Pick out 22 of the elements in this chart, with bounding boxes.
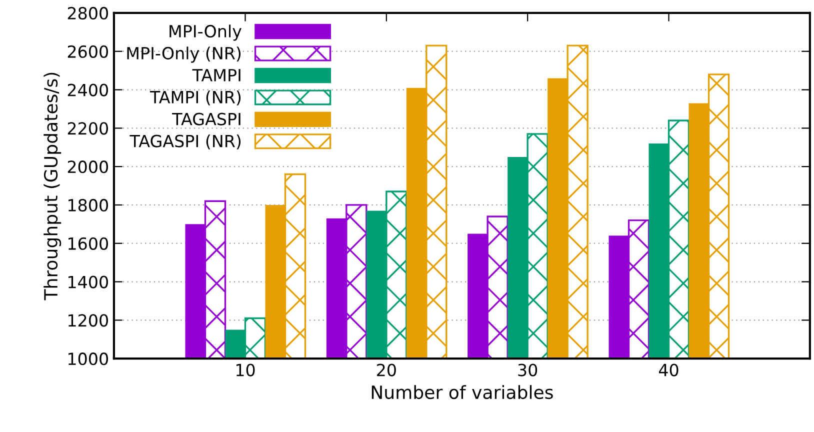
legend-label: MPI-Only xyxy=(170,24,242,41)
x-tick-label: 20 xyxy=(377,364,396,376)
y-tick-label: 2600 xyxy=(68,45,108,58)
legend-label: TAGASPI (NR) xyxy=(130,134,241,150)
y-tick-label: 1800 xyxy=(68,198,108,212)
y-tick-label: 1000 xyxy=(68,352,108,366)
legend-label: TAGASPI xyxy=(172,112,240,126)
x-tick-label: 30 xyxy=(518,364,538,376)
y-tick-label: 1200 xyxy=(68,314,108,327)
legend-label: MPI-Only (NR) xyxy=(127,46,241,63)
x-axis-title: Number of variables xyxy=(372,385,553,400)
y-tick-label: 1600 xyxy=(68,237,108,250)
legend-label: TAMPI (NR) xyxy=(150,90,241,106)
y-axis-title: Throughput (GUpdates/s) xyxy=(44,72,62,300)
x-tick-label: 10 xyxy=(236,364,255,376)
y-tick-label: 2200 xyxy=(68,122,108,135)
x-tick-label: 40 xyxy=(658,364,678,376)
legend-label: TAMPI xyxy=(192,69,240,82)
y-tick-label: 2400 xyxy=(68,84,108,96)
y-tick-label: 2000 xyxy=(68,160,108,174)
y-tick-label: 2800 xyxy=(68,6,108,20)
y-tick-label: 1400 xyxy=(68,276,108,288)
